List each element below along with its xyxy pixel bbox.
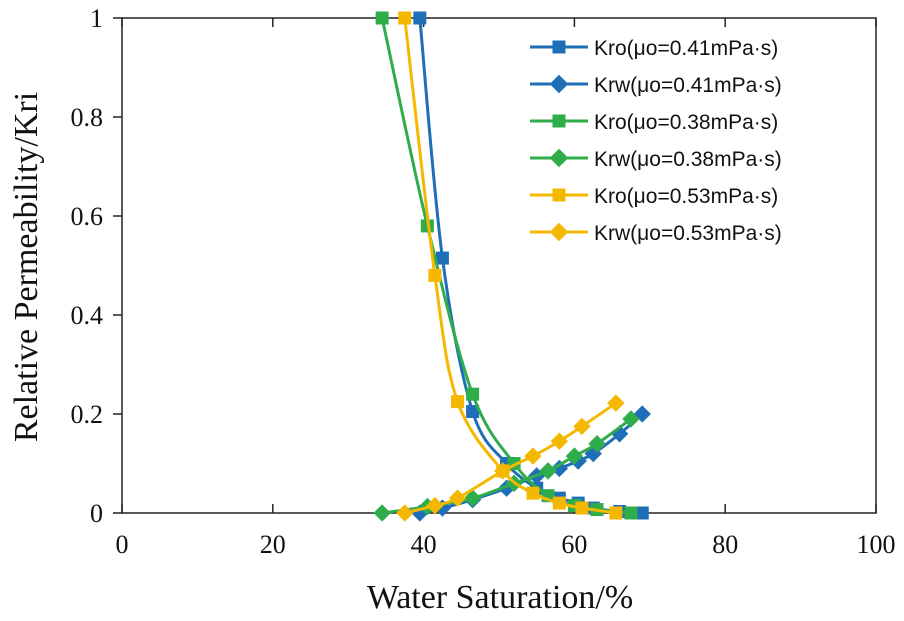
data-point [398, 11, 412, 25]
legend-item: Krw(μo=0.53mPa·s) [530, 222, 782, 245]
data-point [569, 452, 587, 470]
data-point [413, 11, 427, 25]
data-point [550, 459, 568, 478]
data-point [588, 435, 606, 453]
data-point [375, 11, 389, 25]
data-point [466, 387, 480, 401]
y-axis-title: Relative Permeability/Kri [8, 92, 45, 442]
data-point [609, 506, 623, 520]
data-point [622, 410, 640, 428]
legend-label: Kro(μo=0.53mPa·s) [594, 185, 778, 208]
data-point [466, 405, 480, 419]
data-point [575, 501, 589, 515]
series-5 [396, 394, 625, 522]
y-tick-label: 0.8 [71, 103, 104, 132]
data-point [526, 486, 540, 500]
legend-item: Kro(μo=0.41mPa·s) [530, 37, 778, 60]
data-point [565, 447, 584, 465]
legend-marker [549, 74, 569, 94]
x-tick-label: 40 [411, 530, 437, 559]
legend: Kro(μo=0.41mPa·s) Krw(μo=0.41mPa·s) Kro(μo… [530, 37, 782, 245]
data-point [396, 504, 414, 522]
data-point [635, 506, 649, 520]
axes: 0 20 40 60 80 100 0 0.2 0.4 0.6 0.8 1 [71, 4, 896, 559]
legend-item: Krw(μo=0.41mPa·s) [530, 74, 782, 97]
data-point [373, 504, 391, 522]
data-point [435, 251, 449, 265]
y-tick-label: 0.2 [71, 400, 104, 429]
data-point [428, 268, 442, 282]
plot-frame [121, 17, 877, 514]
data-point [550, 432, 568, 450]
legend-item: Kro(μo=0.53mPa·s) [530, 185, 778, 208]
legend-label: Krw(μo=0.53mPa·s) [594, 222, 782, 245]
data-point [463, 489, 482, 507]
legend-label: Kro(μo=0.38mPa·s) [594, 111, 778, 134]
data-point [573, 417, 591, 436]
legend-item: Kro(μo=0.38mPa·s) [530, 111, 778, 134]
y-tick-label: 0 [90, 499, 103, 528]
data-point [607, 394, 625, 412]
series-layer [373, 11, 651, 522]
data-point [539, 462, 557, 480]
legend-marker [549, 148, 569, 168]
data-point [624, 506, 638, 520]
data-point [426, 496, 444, 515]
y-tick-label: 0.6 [71, 202, 104, 231]
legend-label: Krw(μo=0.41mPa·s) [594, 74, 782, 97]
data-point [494, 462, 512, 480]
legend-marker [552, 188, 566, 202]
x-tick-label: 60 [561, 530, 587, 559]
legend-marker [549, 222, 569, 242]
y-tick-label: 0.4 [71, 301, 104, 330]
legend-marker [552, 114, 566, 128]
x-tick-label: 20 [260, 530, 286, 559]
x-axis-title: Water Saturation/% [367, 579, 633, 616]
data-point [552, 496, 566, 510]
data-point [451, 395, 465, 409]
x-tick-label: 100 [857, 530, 896, 559]
legend-marker [552, 40, 566, 54]
series-line [403, 17, 617, 515]
legend-label: Krw(μo=0.38mPa·s) [594, 148, 782, 171]
legend-label: Kro(μo=0.41mPa·s) [594, 37, 778, 60]
y-tick-label: 1 [90, 4, 103, 33]
data-point [524, 447, 542, 465]
x-tick-label: 0 [116, 530, 129, 559]
x-tick-label: 80 [712, 530, 738, 559]
legend-item: Krw(μo=0.38mPa·s) [530, 148, 782, 171]
data-point [448, 489, 467, 507]
